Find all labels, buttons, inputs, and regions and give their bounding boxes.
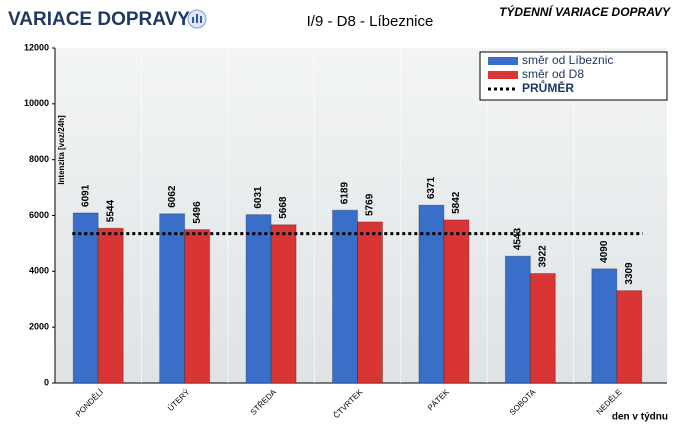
- bar: [270, 224, 297, 384]
- value-label: 6091: [80, 184, 91, 207]
- value-label: 4543: [512, 227, 523, 250]
- y-tick-label: 10000: [24, 98, 49, 108]
- bar: [357, 221, 383, 384]
- value-label: 5668: [278, 196, 289, 219]
- y-tick-label: 4000: [29, 266, 49, 276]
- bar: [97, 227, 124, 384]
- legend-label: směr od Líbeznic: [522, 53, 613, 67]
- bar: [184, 229, 211, 384]
- value-label: 6031: [253, 186, 264, 209]
- bar: [443, 219, 470, 384]
- value-label: 5842: [451, 191, 462, 214]
- y-axis-label: Intenzita [voz/24h]: [57, 115, 66, 185]
- chart-subtitle: I/9 - D8 - Líbeznice: [307, 13, 434, 30]
- y-tick-label: 6000: [29, 210, 49, 220]
- header-right: TÝDENNÍ VARIACE DOPRAVY: [499, 4, 671, 19]
- value-label: 5496: [192, 201, 203, 224]
- value-label: 3309: [624, 262, 635, 285]
- x-axis-label: den v týdnu: [612, 412, 668, 423]
- bar: [159, 213, 186, 384]
- bar: [332, 209, 358, 384]
- legend-label: směr od D8: [522, 67, 584, 81]
- value-label: 5544: [105, 200, 116, 223]
- y-tick-label: 8000: [29, 154, 49, 164]
- legend-swatch: [488, 71, 518, 79]
- bar: [591, 268, 618, 384]
- icon: [187, 9, 207, 29]
- value-label: 3922: [537, 245, 548, 268]
- bar: [529, 273, 556, 384]
- bar: [418, 204, 445, 384]
- bar: [504, 255, 531, 384]
- value-label: 6062: [167, 185, 178, 208]
- value-label: 5769: [365, 193, 376, 216]
- bar: [72, 212, 99, 384]
- y-tick-label: 2000: [29, 322, 49, 332]
- chart-title: VARIACE DOPRAVY: [8, 9, 190, 30]
- value-label: 6189: [340, 182, 351, 205]
- value-label: 4090: [599, 240, 610, 263]
- bar: [245, 214, 272, 384]
- value-label: 6371: [426, 176, 437, 199]
- legend-swatch: [488, 57, 518, 65]
- legend-label: PRŮMĚR: [522, 79, 574, 95]
- y-tick-label: 0: [44, 377, 49, 387]
- y-tick-label: 12000: [24, 42, 49, 52]
- bar: [616, 290, 643, 384]
